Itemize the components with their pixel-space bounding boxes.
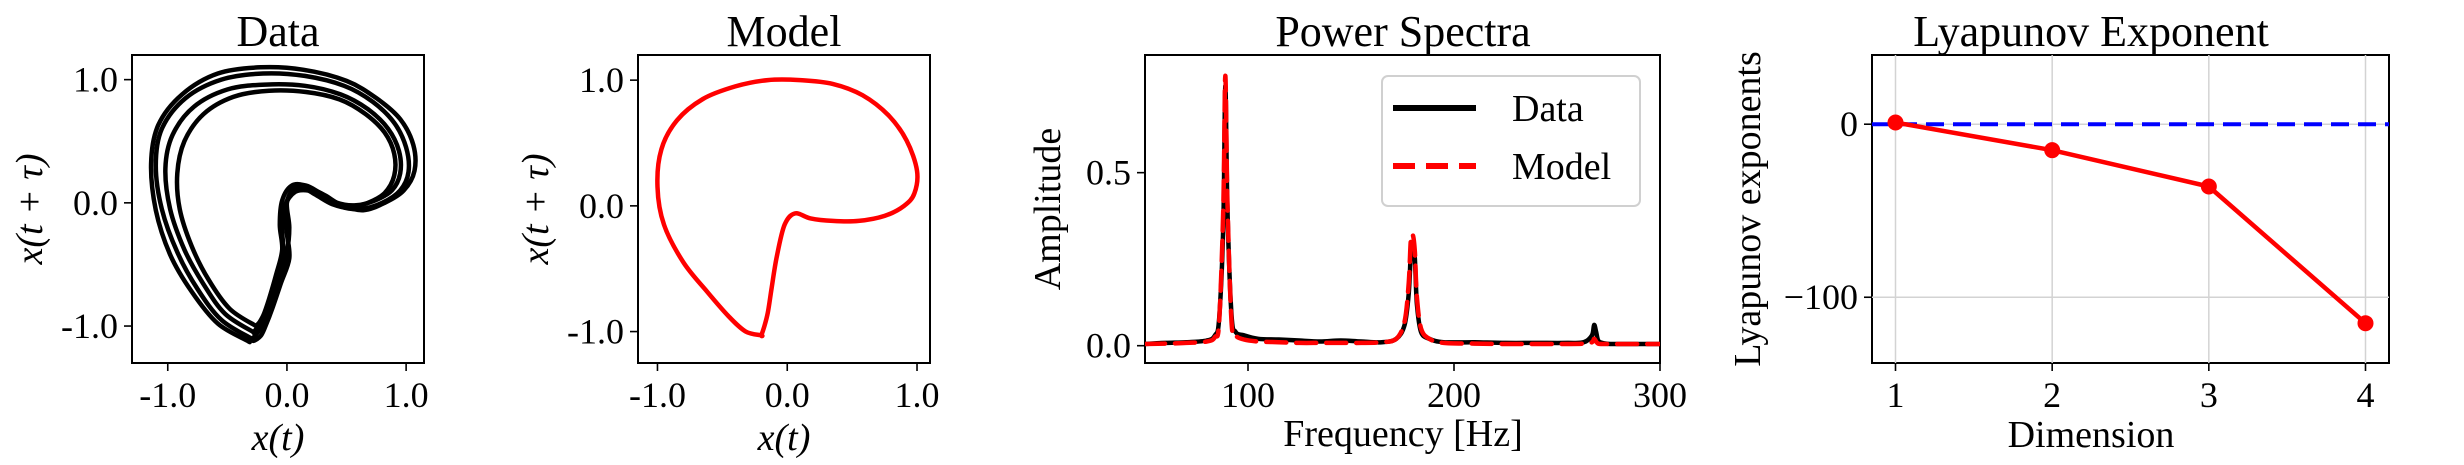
x-tick-label: 4 <box>2357 375 2375 415</box>
lyapunov-point <box>2044 142 2061 159</box>
panel-title: Model <box>727 7 842 56</box>
y-tick-label: 1.0 <box>579 60 624 100</box>
plot-frame <box>131 54 425 364</box>
panel-data: Data -1.0 0.0 1.0 -1.0 0.0 1.0 x(t) x(t + τ) <box>9 7 429 459</box>
y-tick-label: 0.0 <box>73 183 118 223</box>
legend-label-data: Data <box>1512 88 1584 130</box>
y-tick-label: 0.5 <box>1086 153 1131 193</box>
attractor-data-orbit <box>148 64 418 345</box>
y-tick-label: 0.0 <box>1086 326 1131 366</box>
plot-area <box>148 64 418 345</box>
x-axis-label: x(t) <box>251 417 305 459</box>
lyapunov-line <box>1893 120 2368 326</box>
x-tick-label: 1.0 <box>895 375 940 415</box>
x-tick-label: 0.0 <box>264 375 309 415</box>
x-tick-label: 3 <box>2200 375 2218 415</box>
plot-frame <box>1144 54 1661 364</box>
y-axis-ticks: 0 −100 <box>1784 104 1872 317</box>
x-tick-label: 1.0 <box>384 375 429 415</box>
panel-model: Model -1.0 0.0 1.0 -1.0 0.0 1.0 x(t) x(t + τ… <box>515 7 940 459</box>
panel-title: Lyapunov Exponent <box>1913 7 2269 56</box>
plot-area <box>1872 114 2389 332</box>
y-tick-label: 0.0 <box>579 186 624 226</box>
y-tick-label: -1.0 <box>61 306 118 346</box>
y-tick-label: 0 <box>1840 104 1858 144</box>
y-tick-label: 1.0 <box>73 60 118 100</box>
x-tick-label: 200 <box>1427 375 1481 415</box>
panel-power-spectra: Power Spectra 100 200 300 0.0 0.5 Frequency… <box>1027 7 1687 455</box>
plot-frame <box>637 54 931 364</box>
grid <box>1872 55 2389 363</box>
plot-frame <box>1871 54 2390 364</box>
x-tick-label: -1.0 <box>139 375 196 415</box>
x-axis-ticks: 100 200 300 <box>1221 363 1687 415</box>
attractor-data-orbit <box>163 82 404 337</box>
plot-area <box>1145 73 1660 347</box>
x-tick-label: 2 <box>2043 375 2061 415</box>
x-axis-ticks: -1.0 0.0 1.0 <box>139 363 429 415</box>
x-tick-label: -1.0 <box>629 375 686 415</box>
lyapunov-point <box>2200 178 2217 195</box>
x-axis-ticks: -1.0 0.0 1.0 <box>629 363 940 415</box>
spectrum-line-model <box>1145 73 1660 347</box>
plot-area <box>655 77 920 339</box>
x-axis-ticks: 1 2 3 4 <box>1887 363 2375 415</box>
legend: Data Model <box>1381 75 1641 207</box>
y-tick-label: −100 <box>1784 277 1858 317</box>
x-tick-label: 1 <box>1887 375 1905 415</box>
y-axis-ticks: -1.0 0.0 1.0 <box>61 60 132 346</box>
x-tick-label: 300 <box>1633 375 1687 415</box>
lyapunov-point <box>1887 114 1904 131</box>
x-axis-label: x(t) <box>757 417 811 459</box>
y-tick-label: -1.0 <box>567 312 624 352</box>
y-axis-label: Amplitude <box>1027 128 1069 291</box>
y-axis-label: x(t + τ) <box>9 154 51 266</box>
x-axis-label: Dimension <box>2008 414 2175 456</box>
panel-title: Power Spectra <box>1275 7 1530 56</box>
y-axis-label: x(t + τ) <box>515 154 557 266</box>
y-axis-ticks: 0.0 0.5 <box>1086 153 1145 366</box>
x-tick-label: 100 <box>1221 375 1275 415</box>
y-axis-label: Lyapunov exponents <box>1727 51 1769 367</box>
panel-lyapunov: Lyapunov Exponent 1 2 3 4 0 −100 Dimension L… <box>1727 7 2390 456</box>
x-tick-label: 0.0 <box>765 375 810 415</box>
lyapunov-point <box>2357 315 2374 332</box>
panel-title: Data <box>236 7 319 56</box>
attractor-model-orbit <box>655 77 920 339</box>
y-axis-ticks: -1.0 0.0 1.0 <box>567 60 638 352</box>
x-axis-label: Frequency [Hz] <box>1283 413 1523 455</box>
attractor-data-orbit <box>153 71 412 344</box>
legend-label-model: Model <box>1512 146 1611 188</box>
